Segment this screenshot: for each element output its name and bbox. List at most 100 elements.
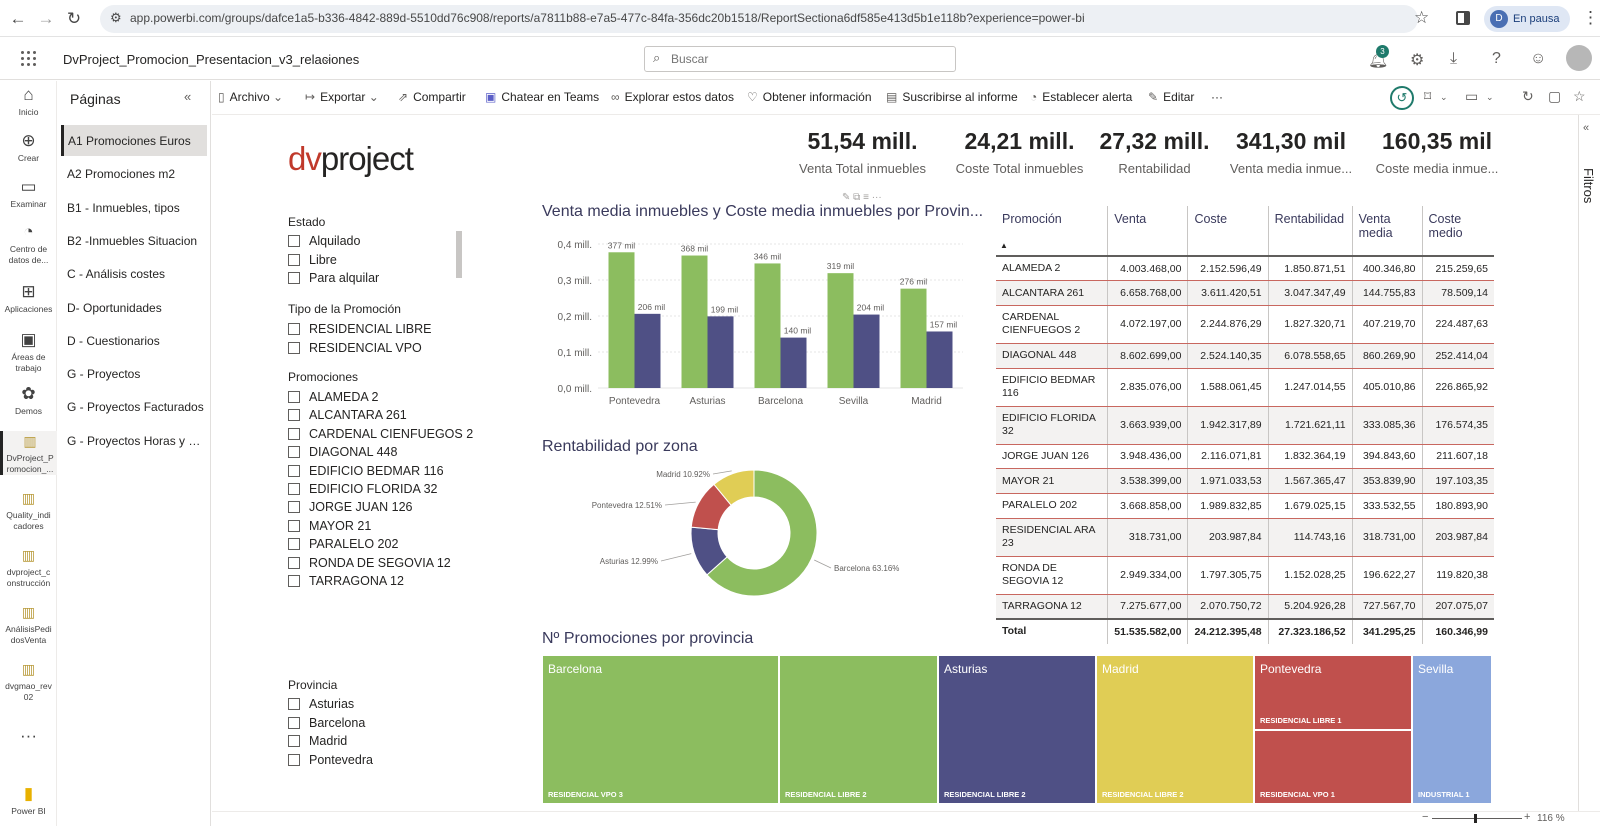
filters-label[interactable]: Filtros [1581,168,1596,204]
kpi-card[interactable]: 24,21 mill. Coste Total inmuebles [942,128,1097,176]
alert-button[interactable]: ◔ Establecer alerta [1030,88,1132,106]
checkbox[interactable] [288,501,300,514]
slicer-option[interactable]: Pontevedra [288,751,373,770]
chevron-down-icon[interactable]: ⌄ [322,53,332,65]
bar[interactable] [681,255,708,388]
page-tab[interactable]: C - Análisis costes [67,267,166,282]
checkbox[interactable] [288,235,300,247]
column-header[interactable]: Rentabilidad [1268,206,1353,257]
page-tab[interactable]: G - Proyectos Horas y presupuesto [67,433,207,448]
table-row[interactable]: MAYOR 21 3.538.399,00 1.971.033,53 1.567.36… [996,468,1494,494]
table-row[interactable]: RONDA DE SEGOVIA 12 2.949.334,00 1.797.305… [996,556,1494,595]
column-header[interactable]: Coste medio [1422,206,1494,257]
refresh-icon[interactable]: ↻ [1522,88,1534,104]
kpi-card[interactable]: 27,32 mill. Rentabilidad [1092,128,1217,176]
kpi-card[interactable]: 160,35 mil Coste media inmue... [1371,128,1503,176]
reset-icon[interactable]: ↺ [1390,86,1414,110]
zoom-slider-handle[interactable] [1474,814,1477,823]
column-header[interactable]: Venta media [1352,206,1423,257]
collapse-icon[interactable]: « [184,89,192,104]
zoom-slider[interactable] [1432,818,1522,819]
rail-item[interactable]: ⊕ Crear [0,131,57,164]
checkbox[interactable] [288,482,300,495]
comment-icon[interactable]: ▢ [1548,88,1562,104]
bar[interactable] [780,337,807,388]
help-icon[interactable]: ? [1492,50,1501,67]
checkbox[interactable] [288,391,300,403]
view-icon[interactable]: ▭ [1465,88,1479,104]
page-tab[interactable]: D- Oportunidades [67,300,162,315]
table-row[interactable]: DIAGONAL 448 8.602.699,00 2.524.140,35 6.07… [996,343,1494,369]
checkbox[interactable] [288,464,300,477]
slicer-option[interactable]: ALCANTARA 261 [288,406,473,424]
table-row[interactable]: JORGE JUAN 126 3.948.436,00 2.116.071,81 1.… [996,444,1494,470]
share-button[interactable]: ⇗ Compartir [398,88,466,106]
sort-ascending-icon[interactable]: ▲ [1000,241,1008,250]
slicer-scrollbar[interactable] [456,231,462,278]
bar[interactable] [608,252,635,388]
more-options[interactable]: ··· [1211,90,1223,104]
slicer-option[interactable]: Alquilado [288,232,379,251]
treemap-tile[interactable]: RESIDENCIAL LIBRE 2 [779,655,938,804]
search-input[interactable] [671,49,941,69]
bar[interactable] [827,273,854,388]
export-menu[interactable]: ↦ Exportar ⌄ [305,88,384,106]
favorite-star-icon[interactable]: ☆ [1573,88,1586,104]
subscribe-button[interactable]: ▤ Suscribirse al informe [886,88,1018,106]
reload-icon[interactable]: ↻ [66,9,82,28]
bar-chart[interactable]: 0,0 mill. 0,1 mill. 0,2 mill. 0,3 mill. 0,4 … [538,226,968,408]
page-tab[interactable]: D - Cuestionarios [67,333,160,348]
checkbox[interactable] [288,446,300,459]
donut-slice[interactable] [713,469,755,506]
checkbox[interactable] [288,716,300,729]
checkbox[interactable] [288,735,300,747]
kpi-card[interactable]: 51,54 mill. Venta Total inmuebles [785,128,940,176]
treemap[interactable]: Barcelona RESIDENCIAL VPO 3 RESIDENCIAL LI… [542,655,1492,804]
slicer-option[interactable]: Barcelona [288,714,373,733]
gear-icon[interactable]: ⚙ [1410,52,1425,69]
address-bar[interactable] [100,5,1418,33]
rail-item[interactable]: ⌂ Inicio [0,85,57,118]
bar[interactable] [634,313,661,388]
page-tab[interactable]: G - Proyectos [67,367,141,382]
column-header[interactable]: Coste [1187,206,1269,257]
slicer-option[interactable]: TARRAGONA 12 [288,572,473,590]
page-tab[interactable]: B2 -Inmuebles Situacion [67,233,198,248]
forward-arrow-icon[interactable]: → [37,9,55,28]
back-arrow-icon[interactable]: ← [9,9,27,28]
visual-header-icons[interactable]: ✎ ⧉ ≡ ··· [842,192,882,203]
slicer-option[interactable]: ALAMEDA 2 [288,388,473,406]
rail-item[interactable]: ▥ dvgmao_rev 02 [0,659,57,703]
table-row[interactable]: EDIFICIO BEDMAR 116 2.835.076,00 1.588.061… [996,368,1494,407]
rail-item[interactable]: ▮ Power BI [0,784,57,817]
rail-item[interactable]: ⊞ Aplicaciones [0,282,57,315]
checkbox[interactable] [288,538,300,551]
site-info-icon[interactable]: ⚙ [110,10,122,25]
treemap-tile[interactable]: Madrid RESIDENCIAL LIBRE 2 [1096,655,1254,804]
treemap-tile[interactable]: Pontevedra RESIDENCIAL LIBRE 1 [1254,655,1412,730]
download-icon[interactable]: ⤓ [1450,50,1458,67]
expand-icon[interactable]: « [1583,122,1590,134]
table-row[interactable]: RESIDENCIAL ARA 23 318.731,00 203.987,84 11… [996,518,1494,557]
slicer-option[interactable]: DIAGONAL 448 [288,443,473,461]
slicer-option[interactable]: PARALELO 202 [288,535,473,553]
matrix-table[interactable]: Promoción Venta Coste Rentabilidad Venta med… [996,206,1494,644]
checkbox[interactable] [288,253,300,266]
app-launcher-icon[interactable] [21,51,37,67]
filters-pane[interactable] [1578,115,1600,811]
insights-button[interactable]: ♡ Obtener información [747,88,872,106]
slicer-option[interactable]: EDIFICIO FLORIDA 32 [288,480,473,498]
table-row[interactable]: CARDENAL CIENFUEGOS 2 4.072.197,00 2.244.8… [996,305,1494,344]
column-header[interactable]: Venta [1107,206,1189,257]
checkbox[interactable] [288,409,300,422]
table-row[interactable]: PARALELO 202 3.668.858,00 1.989.832,85 1.67… [996,493,1494,519]
rail-item[interactable]: ▥ AnálisisPedi dosVenta [0,602,57,646]
checkbox[interactable] [288,272,300,284]
slicer-option[interactable]: RONDA DE SEGOVIA 12 [288,554,473,572]
zoom-in-icon[interactable]: + [1524,811,1531,823]
user-avatar[interactable] [1566,45,1592,71]
rail-item[interactable]: ▣ Áreas de trabajo [0,330,57,374]
checkbox[interactable] [288,427,300,440]
page-tab[interactable]: G - Proyectos Facturados [67,400,204,415]
slicer-option[interactable]: Para alquilar [288,269,379,288]
